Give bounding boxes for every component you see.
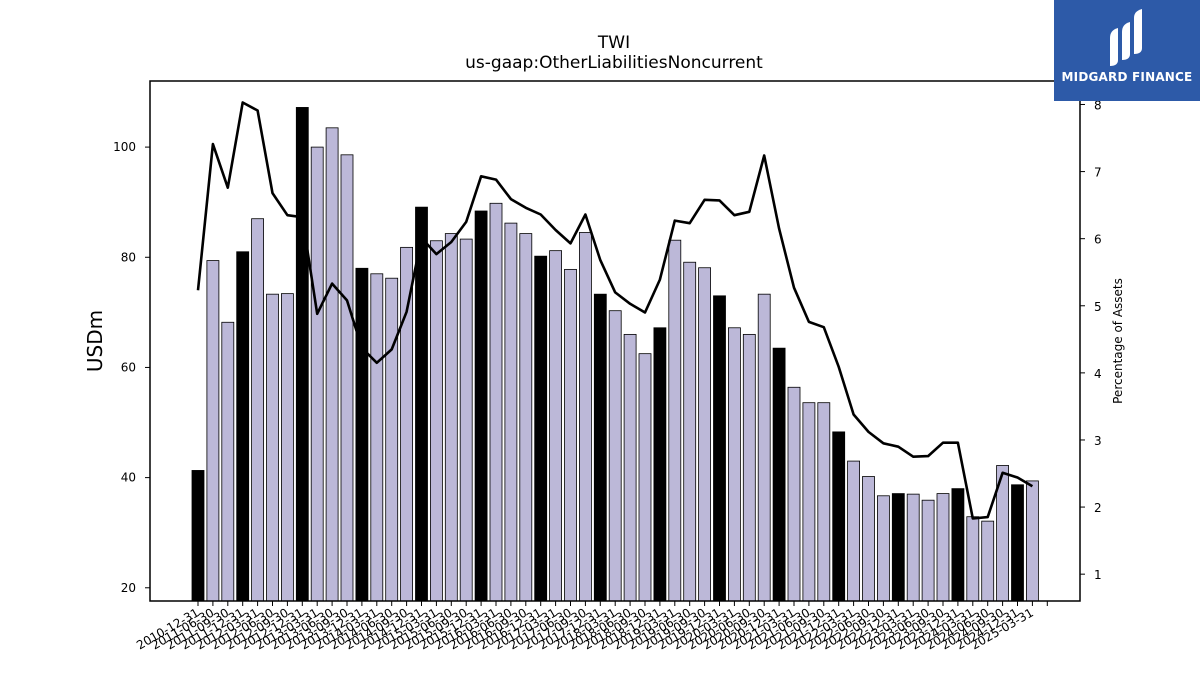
bar [623, 333, 637, 602]
bar [966, 516, 980, 602]
y2-tick-label: 6 [1094, 233, 1102, 247]
bar [519, 233, 533, 602]
brand-mark-icon [1110, 9, 1142, 66]
bar [444, 233, 458, 602]
y2-axis: 1 2 3 4 5 6 7 8 [1080, 98, 1102, 582]
bar [221, 321, 235, 602]
y-tick-label: 40 [121, 471, 136, 485]
bar [579, 232, 592, 602]
bar [1026, 480, 1039, 602]
bar [489, 202, 503, 602]
bar [459, 238, 473, 602]
y2-tick-label: 4 [1094, 367, 1102, 381]
y2-tick-label: 2 [1094, 501, 1102, 515]
bar [355, 267, 369, 602]
bar [906, 493, 920, 602]
bar [593, 293, 607, 602]
bar [325, 127, 339, 602]
bar [251, 218, 265, 602]
bar [370, 273, 384, 602]
bar [310, 146, 324, 602]
bar [385, 277, 399, 602]
bar [817, 402, 831, 602]
bar [653, 327, 667, 602]
y-tick-label: 20 [121, 581, 136, 595]
bar [429, 240, 443, 602]
bar [698, 267, 711, 602]
bar [415, 206, 428, 602]
bar [549, 250, 562, 602]
plot-frame [149, 80, 1081, 602]
bar [608, 310, 622, 602]
y2-axis-label: Percentage of Assets [1111, 278, 1125, 404]
bar [981, 520, 995, 602]
bar [787, 386, 801, 602]
bar [295, 107, 309, 602]
y2-tick-label: 7 [1094, 166, 1102, 180]
y-axis: 20 40 60 80 100 [113, 140, 150, 595]
bar [280, 293, 294, 602]
bar [668, 239, 682, 602]
bar [921, 499, 935, 602]
bar [951, 488, 965, 602]
bar-series [191, 107, 1039, 602]
bar [1011, 484, 1024, 602]
bar [191, 470, 205, 602]
bar [742, 333, 756, 602]
bar [772, 347, 786, 602]
bar [832, 431, 846, 602]
bar [504, 222, 518, 602]
bar [936, 493, 950, 602]
bar [847, 460, 860, 602]
chart-subtitle: us-gaap:OtherLiabilitiesNoncurrent [465, 53, 763, 73]
chart-title: TWI [597, 33, 630, 53]
y2-tick-label: 3 [1094, 434, 1102, 448]
bar [206, 260, 220, 602]
y-tick-label: 100 [113, 140, 136, 154]
y-tick-label: 80 [121, 250, 136, 264]
bar [266, 293, 279, 602]
y2-tick-label: 8 [1094, 98, 1102, 112]
bar [236, 251, 250, 602]
bar [400, 246, 414, 602]
bar [534, 255, 548, 602]
bar [877, 495, 890, 602]
bar [802, 402, 816, 602]
bar [728, 327, 741, 602]
bar [340, 154, 354, 602]
brand-name: MIDGARD FINANCE [1061, 70, 1193, 84]
bar [638, 353, 652, 602]
line-path [196, 101, 1034, 520]
line-series [196, 101, 1034, 520]
brand-logo: MIDGARD FINANCE [1054, 0, 1200, 101]
bar [564, 268, 577, 602]
bar [891, 493, 905, 602]
y2-tick-label: 1 [1094, 568, 1102, 582]
y2-tick-label: 5 [1094, 300, 1102, 314]
bar [474, 210, 488, 602]
y-tick-label: 60 [121, 360, 136, 374]
bar [862, 476, 875, 602]
bar [757, 293, 771, 602]
y-axis-label: USDm [83, 310, 107, 372]
x-axis: 2010-12-312011-06-302011-09-302011-12-31… [134, 601, 1048, 652]
bar [713, 295, 726, 602]
bar [683, 261, 697, 602]
